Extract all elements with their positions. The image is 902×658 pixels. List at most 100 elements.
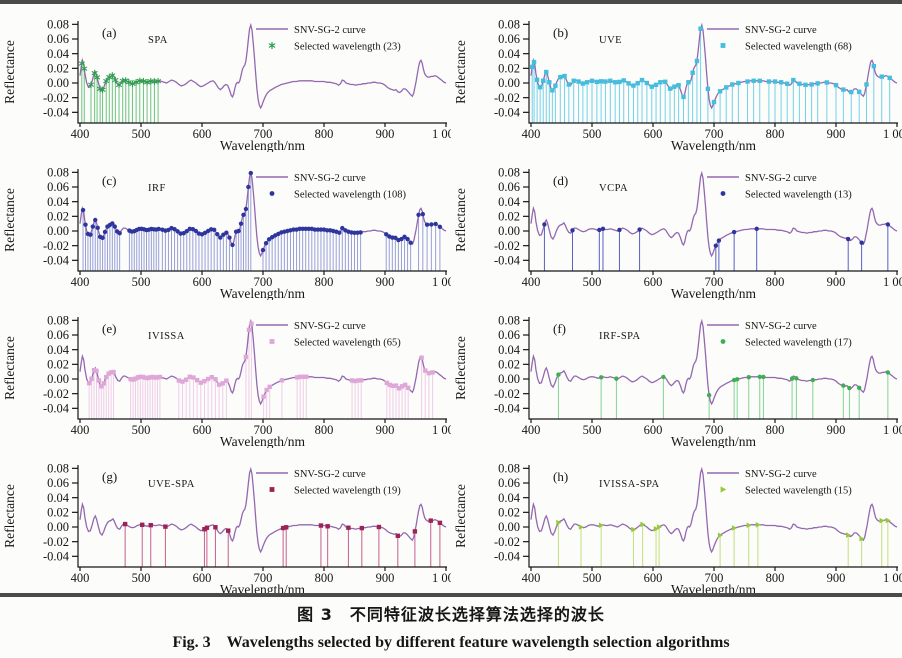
legend-curve-label: SNV-SG-2 curve [745, 25, 817, 36]
snv-sg2-curve [79, 170, 447, 258]
svg-text:700: 700 [705, 127, 724, 141]
figure-caption-english: Fig. 3 Wavelengths selected by different… [172, 634, 730, 651]
svg-text:900: 900 [376, 423, 395, 437]
svg-text:600: 600 [644, 571, 663, 585]
legend-curve-label: SNV-SG-2 curve [294, 173, 366, 184]
svg-text:0.00: 0.00 [498, 76, 520, 90]
snv-sg2-curve [79, 318, 447, 406]
panel-g-cell: 0.08 0.06 0.04 0.02 0.00 -0.02 -0.04 400 500 600 7… [0, 448, 460, 597]
legend: SNV-SG-2 curve Selected wavelength (17) [707, 321, 852, 349]
svg-text:-0.02: -0.02 [43, 91, 69, 105]
svg-text:700: 700 [254, 275, 273, 289]
svg-text:900: 900 [827, 127, 846, 141]
axes [72, 21, 447, 127]
svg-text:0.00: 0.00 [47, 372, 69, 386]
svg-text:0.04: 0.04 [498, 343, 521, 357]
svg-text:0.00: 0.00 [47, 520, 69, 534]
svg-text:400: 400 [71, 127, 90, 141]
y-axis-title: Reflectance [2, 336, 17, 400]
svg-text:-0.04: -0.04 [43, 254, 70, 268]
svg-text:600: 600 [644, 275, 663, 289]
algorithm-name: UVE [599, 35, 622, 46]
svg-text:-0.02: -0.02 [494, 91, 520, 105]
svg-text:900: 900 [827, 571, 846, 585]
svg-text:500: 500 [583, 571, 602, 585]
panel-h-cell: 0.08 0.06 0.04 0.02 0.00 -0.02 -0.04 400 500 600 7… [451, 448, 902, 597]
legend-selected-label: Selected wavelength (15) [745, 486, 852, 497]
svg-text:1 000: 1 000 [432, 423, 451, 437]
svg-text:800: 800 [315, 423, 334, 437]
panel-letter: (e) [102, 321, 116, 336]
selected-wavelength-stems [82, 173, 441, 271]
snv-sg2-curve [530, 318, 898, 406]
svg-text:0.00: 0.00 [47, 224, 69, 238]
x-axis-title: Wavelength/nm [671, 286, 757, 300]
svg-text:0.08: 0.08 [498, 462, 520, 476]
svg-text:-0.04: -0.04 [494, 550, 521, 564]
svg-text:-0.04: -0.04 [494, 254, 521, 268]
snv-sg2-curve [530, 170, 898, 258]
svg-text:0.06: 0.06 [47, 180, 69, 194]
legend: SNV-SG-2 curve Selected wavelength (13) [707, 173, 852, 201]
svg-text:400: 400 [71, 275, 90, 289]
svg-text:0.04: 0.04 [47, 195, 70, 209]
svg-text:0.06: 0.06 [498, 180, 520, 194]
svg-text:700: 700 [254, 571, 273, 585]
svg-text:0.08: 0.08 [47, 314, 69, 328]
svg-text:700: 700 [705, 571, 724, 585]
svg-text:900: 900 [376, 275, 395, 289]
svg-text:0.02: 0.02 [47, 506, 69, 520]
algorithm-name: VCPA [599, 183, 628, 194]
svg-text:900: 900 [827, 275, 846, 289]
svg-text:-0.04: -0.04 [494, 402, 521, 416]
snv-sg2-curve [79, 466, 447, 554]
panel-letter: (d) [553, 173, 568, 188]
panel-e-cell: 0.08 0.06 0.04 0.02 0.00 -0.02 -0.04 400 500 600 7… [0, 300, 460, 449]
panel-a-cell: 0.08 0.06 0.04 0.02 0.00 -0.02 -0.04 400 500 600 7… [0, 4, 460, 153]
panel-c-cell: 0.08 0.06 0.04 0.02 0.00 -0.02 -0.04 400 500 600 7… [0, 152, 460, 301]
svg-text:0.08: 0.08 [498, 314, 520, 328]
figure-caption-chinese: 图 3 不同特征波长选择算法选择的波长 [297, 605, 605, 624]
svg-text:600: 600 [193, 571, 212, 585]
svg-text:0.06: 0.06 [498, 32, 520, 46]
svg-text:400: 400 [522, 275, 541, 289]
svg-text:400: 400 [71, 571, 90, 585]
x-axis-title: Wavelength/nm [671, 434, 757, 448]
svg-text:1 000: 1 000 [432, 275, 451, 289]
legend-selected-label: Selected wavelength (13) [745, 190, 852, 201]
svg-text:0.02: 0.02 [498, 358, 520, 372]
svg-text:800: 800 [766, 275, 785, 289]
svg-text:1 000: 1 000 [883, 571, 902, 585]
legend-curve-label: SNV-SG-2 curve [294, 321, 366, 332]
svg-text:400: 400 [522, 423, 541, 437]
svg-text:900: 900 [827, 423, 846, 437]
legend-curve-label: SNV-SG-2 curve [294, 469, 366, 480]
svg-text:700: 700 [254, 127, 273, 141]
legend: SNV-SG-2 curve Selected wavelength (65) [256, 321, 401, 349]
algorithm-name: UVE-SPA [148, 479, 195, 490]
panel-letter: (a) [102, 25, 116, 40]
axes [523, 465, 898, 571]
svg-text:0.04: 0.04 [47, 491, 70, 505]
svg-text:0.08: 0.08 [47, 18, 69, 32]
algorithm-name: IRF-SPA [599, 331, 641, 342]
snv-sg2-curve [530, 22, 898, 110]
svg-text:400: 400 [522, 127, 541, 141]
svg-text:0.00: 0.00 [498, 520, 520, 534]
legend: SNV-SG-2 curve Selected wavelength (108) [256, 173, 406, 201]
svg-text:-0.04: -0.04 [494, 106, 521, 120]
selected-wavelength-markers [542, 222, 891, 248]
legend-selected-label: Selected wavelength (17) [745, 338, 852, 349]
axes [72, 317, 447, 423]
svg-text:1 000: 1 000 [883, 127, 902, 141]
svg-text:1 000: 1 000 [883, 423, 902, 437]
